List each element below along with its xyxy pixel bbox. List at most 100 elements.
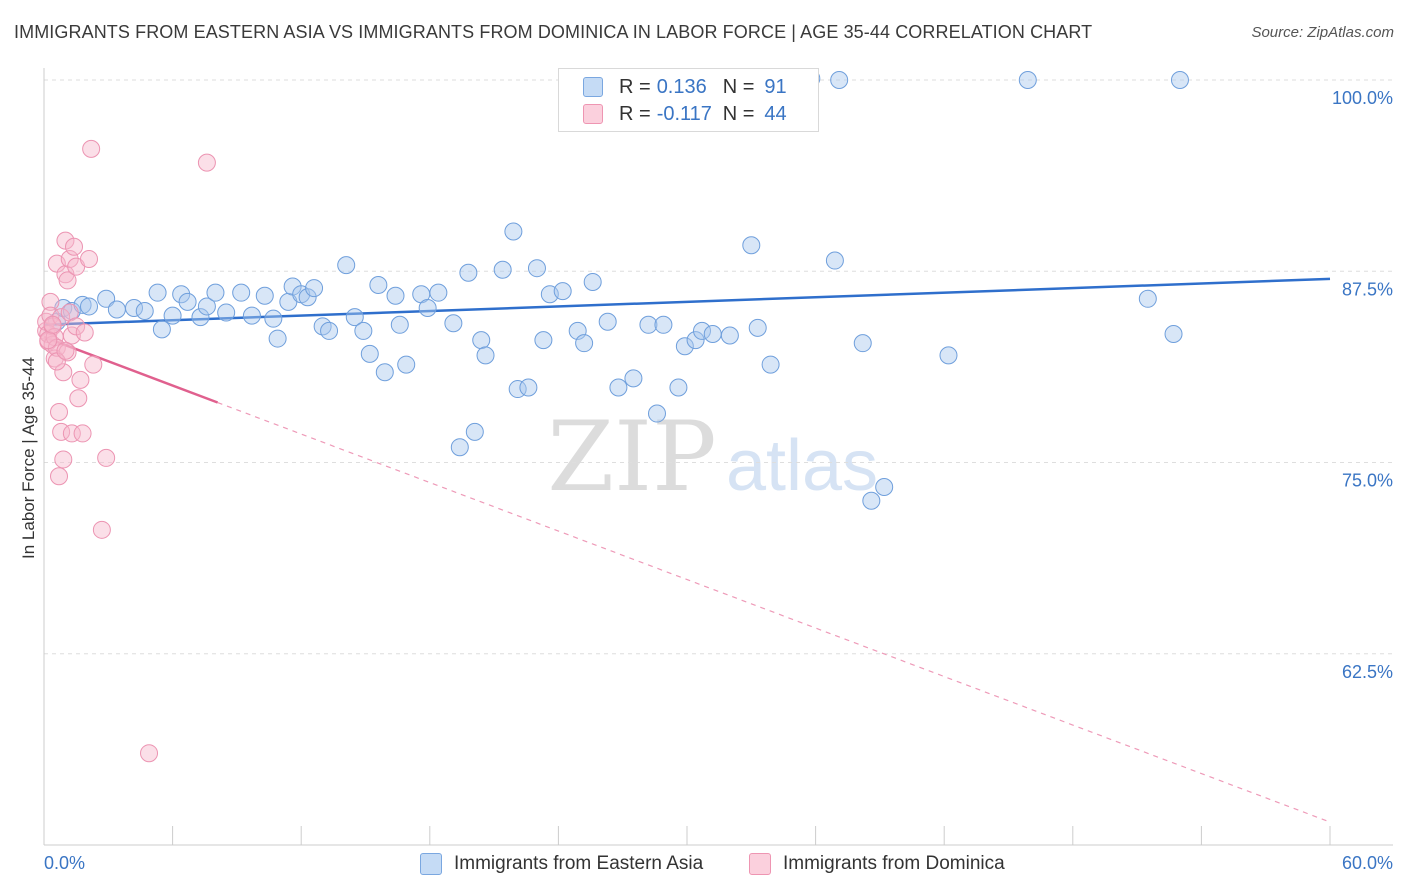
point-dominica (69, 389, 88, 408)
point-eastern-asia (369, 276, 388, 295)
legend-n-label: N = (722, 75, 755, 98)
point-eastern-asia (242, 306, 261, 325)
point-eastern-asia (313, 317, 332, 336)
y-tick-label: 62.5% (1342, 662, 1393, 682)
point-dominica (56, 341, 75, 360)
point-eastern-asia (675, 337, 694, 356)
point-eastern-asia (553, 282, 572, 301)
watermark-atlas: atlas (726, 426, 878, 506)
point-eastern-asia (583, 272, 602, 291)
point-eastern-asia (264, 309, 283, 328)
point-eastern-asia (459, 263, 478, 282)
point-dominica (75, 323, 94, 342)
point-dominica (58, 271, 77, 290)
point-eastern-asia (148, 283, 167, 302)
point-eastern-asia (1138, 289, 1157, 308)
point-dominica (50, 403, 69, 422)
bottom-legend-dominica: Immigrants from Dominica (749, 851, 1005, 877)
point-eastern-asia (390, 315, 409, 334)
point-eastern-asia (337, 256, 356, 275)
point-eastern-asia (450, 438, 469, 457)
point-eastern-asia (429, 283, 448, 302)
point-eastern-asia (107, 300, 126, 319)
point-eastern-asia (748, 318, 767, 337)
point-eastern-asia (305, 279, 324, 298)
point-eastern-asia (669, 378, 688, 397)
trendline-dominica-extension (217, 401, 1331, 823)
y-tick-label: 87.5% (1342, 279, 1393, 299)
point-eastern-asia (825, 251, 844, 270)
point-eastern-asia (375, 363, 394, 382)
legend-swatch-eastern-asia (583, 77, 603, 97)
legend-swatch-dominica (583, 104, 603, 124)
point-eastern-asia (624, 369, 643, 388)
point-eastern-asia (232, 283, 251, 302)
point-dominica (92, 520, 111, 539)
point-eastern-asia (354, 321, 373, 340)
point-eastern-asia (163, 306, 182, 325)
point-eastern-asia (472, 331, 491, 350)
point-eastern-asia (298, 288, 317, 307)
point-dominica (39, 331, 58, 350)
point-eastern-asia (720, 326, 739, 345)
bottom-legend-swatch-dominica (749, 853, 771, 875)
legend-r-value-eastern-asia: 0.136 (656, 75, 707, 98)
point-eastern-asia (761, 355, 780, 374)
point-eastern-asia (206, 283, 225, 302)
point-eastern-asia (191, 308, 210, 327)
point-dominica (73, 424, 92, 443)
y-axis-title: In Labor Force | Age 35-44 (19, 357, 38, 559)
point-eastern-asia (444, 314, 463, 333)
point-eastern-asia (1170, 71, 1189, 89)
point-eastern-asia (686, 331, 705, 350)
point-dominica (54, 363, 73, 382)
point-eastern-asia (386, 286, 405, 305)
point-dominica (71, 370, 90, 389)
point-eastern-asia (693, 321, 712, 340)
point-eastern-asia (1018, 71, 1037, 89)
point-dominica (80, 250, 99, 269)
point-eastern-asia (639, 315, 658, 334)
legend-r-label: R = (619, 102, 651, 125)
watermark-zip: ZIP (547, 401, 716, 513)
point-dominica (65, 237, 84, 256)
point-dominica (54, 450, 73, 469)
source-label: Source: ZipAtlas.com (1251, 24, 1394, 41)
point-eastern-asia (519, 378, 538, 397)
point-eastern-asia (197, 297, 216, 316)
point-eastern-asia (172, 285, 191, 304)
point-eastern-asia (875, 477, 894, 496)
point-eastern-asia (939, 346, 958, 365)
point-dominica (60, 250, 79, 269)
point-eastern-asia (862, 491, 881, 510)
point-eastern-asia (320, 321, 339, 340)
point-eastern-asia (345, 308, 364, 327)
legend-r-label: R = (619, 75, 651, 98)
point-eastern-asia (397, 355, 416, 374)
point-dominica (140, 744, 159, 763)
point-eastern-asia (97, 289, 116, 308)
legend-r-value-dominica: -0.117 (656, 102, 712, 125)
point-eastern-asia (647, 404, 666, 423)
y-tick-label: 100.0% (1332, 88, 1393, 108)
point-eastern-asia (178, 292, 197, 311)
point-eastern-asia (527, 259, 546, 278)
point-dominica (50, 467, 69, 486)
point-eastern-asia (853, 334, 872, 353)
legend-n-value-dominica: 44 (764, 102, 787, 125)
point-eastern-asia (830, 71, 849, 89)
point-dominica (43, 315, 62, 334)
point-eastern-asia (504, 222, 523, 241)
bottom-legend-eastern-asia: Immigrants from Eastern Asia (420, 851, 703, 877)
point-eastern-asia (152, 320, 171, 339)
point-eastern-asia (135, 302, 154, 321)
correlation-legend: R = 0.136 N = 91 R = -0.117 N = 44 (558, 68, 819, 132)
point-dominica (62, 424, 81, 443)
trendline-eastern-asia (43, 277, 1331, 327)
point-eastern-asia (598, 312, 617, 331)
watermark: ZIP atlas (547, 401, 878, 513)
bottom-legend-label-eastern-asia: Immigrants from Eastern Asia (454, 853, 704, 874)
point-eastern-asia (1164, 324, 1183, 343)
legend-n-value-eastern-asia: 91 (764, 75, 787, 98)
